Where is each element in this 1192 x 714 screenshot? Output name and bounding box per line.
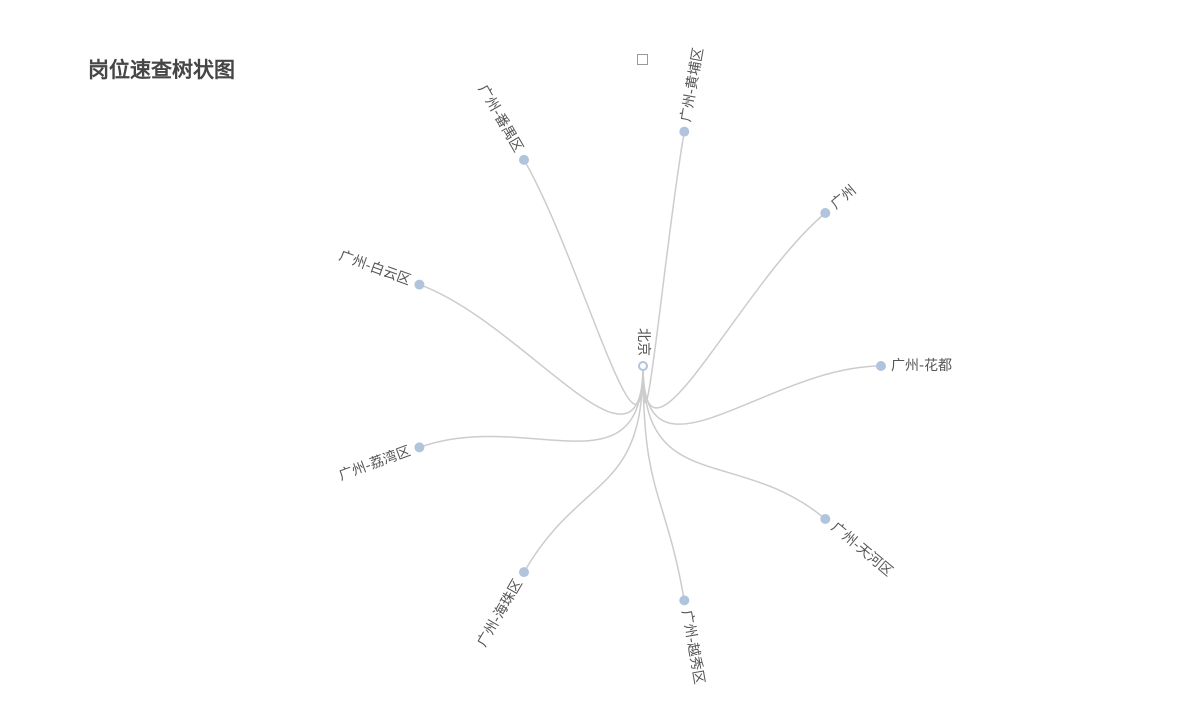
tree-leaf-node[interactable] <box>519 567 529 578</box>
tree-leaf-label: 广州-花都 <box>891 358 952 374</box>
tree-edge <box>642 365 882 425</box>
tree-leaf-node[interactable] <box>876 361 886 371</box>
tree-edge <box>642 131 686 404</box>
tree-leaf-label: 广州-番禺区 <box>475 82 526 155</box>
tree-leaf-node[interactable] <box>820 514 831 524</box>
tree-leaf-node[interactable] <box>820 208 831 218</box>
tree-root-label: 北京 <box>635 328 651 356</box>
tree-leaf-node[interactable] <box>679 595 690 606</box>
chart-title: 岗位速查树状图 <box>88 58 235 82</box>
tree-leaf-node[interactable] <box>414 279 425 290</box>
tree-edge <box>642 212 826 409</box>
tree-edge <box>523 365 644 573</box>
tree-leaf-label: 广州-天河区 <box>828 519 896 580</box>
tree-edge <box>523 159 644 406</box>
tree-leaf-label: 广州-越秀区 <box>678 609 707 686</box>
tree-edge <box>642 365 826 520</box>
tree-leaf-node[interactable] <box>414 442 425 453</box>
tree-root-node[interactable] <box>638 361 648 371</box>
tree-leaf-label: 广州 <box>828 182 860 212</box>
tree-leaf-label: 广州-荔湾区 <box>336 442 412 484</box>
tree-leaf-node[interactable] <box>679 126 690 137</box>
tree-leaf-label: 广州-黄埔区 <box>677 46 707 123</box>
tree-leaf-label: 广州-白云区 <box>337 248 413 289</box>
tree-edge <box>642 365 686 601</box>
tree-edge <box>419 365 644 449</box>
legend-toggle[interactable] <box>637 54 648 65</box>
tree-edge <box>419 283 644 415</box>
tree-leaf-node[interactable] <box>519 154 529 165</box>
tree-nodes <box>414 126 886 606</box>
tree-edges <box>419 131 882 601</box>
tree-leaf-label: 广州-海珠区 <box>475 577 526 650</box>
